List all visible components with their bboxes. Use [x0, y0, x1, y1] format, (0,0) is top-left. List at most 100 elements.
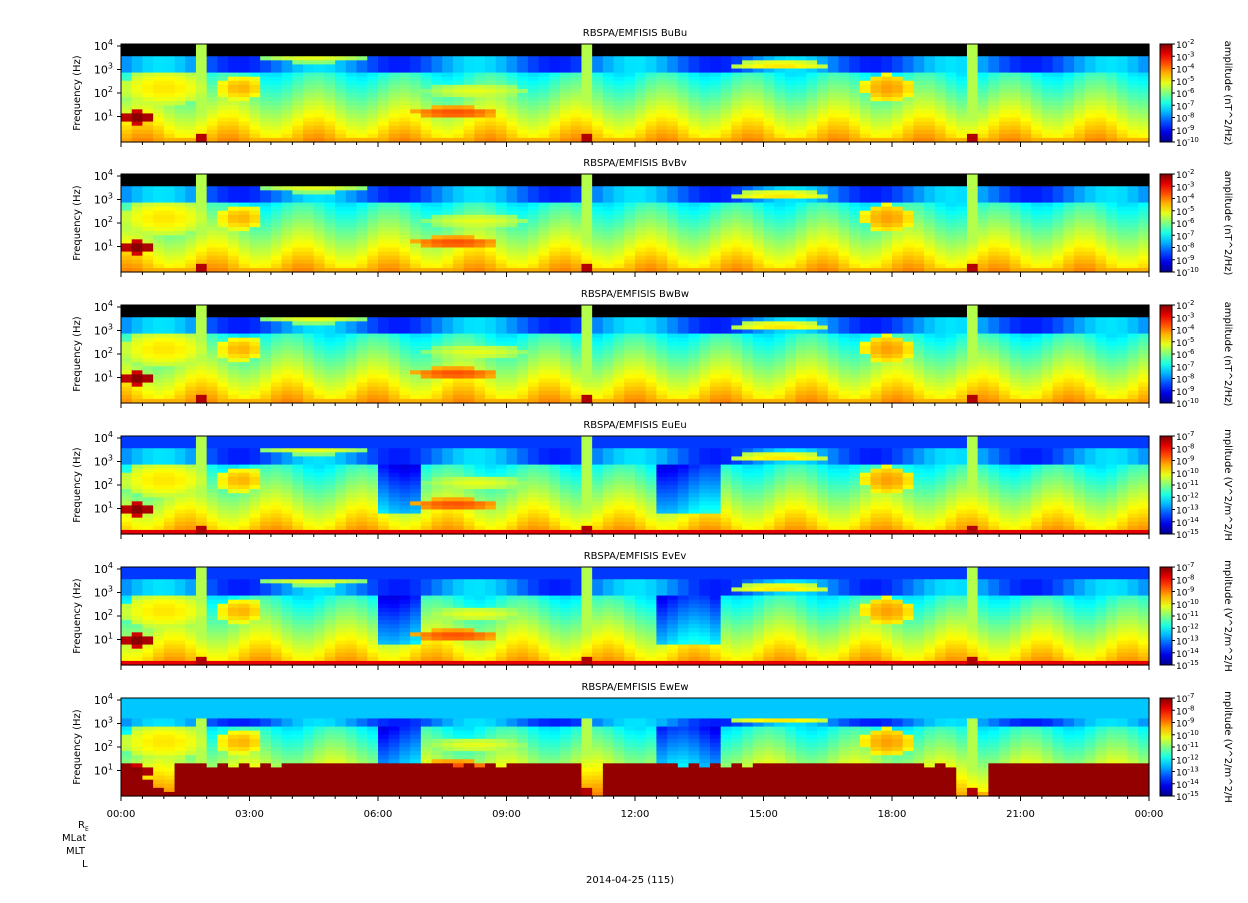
y-tick-label: 102: [94, 215, 113, 230]
colorbar-label: mplitude (V^2/m^2/H: [1222, 560, 1233, 672]
colorbar-tick-label: 10-9: [1176, 717, 1194, 730]
spectrogram-panel-3: RBSPA/EMFISIS BwBw104103102101Frequency …: [72, 289, 1233, 410]
spectrogram-image: [121, 174, 1150, 273]
colorbar-tick-label: 10-8: [1176, 573, 1194, 586]
panel-title: RBSPA/EMFISIS BvBv: [583, 158, 687, 169]
y-tick-label: 101: [94, 763, 113, 778]
y-tick-label: 102: [94, 477, 113, 492]
colorbar-label: amplitude (nT^2/Hz): [1222, 302, 1233, 407]
colorbar-tick-label: 10-8: [1176, 442, 1194, 455]
colorbar-tick-label: 10-11: [1176, 479, 1199, 492]
ephemeris-label-l: L: [82, 859, 88, 871]
colorbar-tick-label: 10-7: [1176, 99, 1194, 112]
colorbar-tick-label: 10-7: [1176, 229, 1194, 242]
y-tick-label: 104: [94, 430, 113, 445]
colorbar-tick-label: 10-3: [1176, 180, 1194, 193]
colorbar-tick-label: 10-8: [1176, 112, 1194, 125]
y-tick-label: 102: [94, 739, 113, 754]
y-tick-label: 104: [94, 692, 113, 707]
colorbar-tick-label: 10-15: [1176, 659, 1199, 672]
x-tick-label: 00:00: [107, 809, 136, 820]
y-axis-label: Frequency (Hz): [72, 55, 83, 131]
colorbar-tick-label: 10-5: [1176, 205, 1194, 218]
colorbar-tick-label: 10-7: [1176, 430, 1194, 443]
colorbar: [1160, 698, 1172, 796]
colorbar-tick-label: 10-6: [1176, 217, 1195, 230]
y-tick-label: 101: [94, 501, 113, 516]
panel-title: RBSPA/EMFISIS EuEu: [583, 420, 686, 431]
panel-title: RBSPA/EMFISIS BuBu: [583, 28, 687, 39]
colorbar-tick-label: 10-10: [1176, 266, 1199, 279]
colorbar-tick-label: 10-9: [1176, 254, 1194, 267]
spectrogram-image: [121, 44, 1150, 143]
y-tick-label: 104: [94, 38, 113, 53]
colorbar-tick-label: 10-2: [1176, 299, 1194, 312]
colorbar-tick-label: 10-10: [1176, 467, 1199, 480]
colorbar-tick-label: 10-8: [1176, 704, 1194, 717]
colorbar-tick-label: 10-2: [1176, 38, 1194, 51]
y-axis-label: Frequency (Hz): [72, 709, 83, 785]
y-tick-label: 103: [94, 454, 113, 469]
colorbar-label: mplitude (V^2/m^2/H: [1222, 691, 1233, 803]
spectrogram-panel-4: RBSPA/EMFISIS EuEu 104 103 102 101 Frequency …: [72, 420, 1233, 541]
colorbar-tick-label: 10-4: [1176, 63, 1195, 76]
colorbar-label: amplitude (nT^2/Hz): [1222, 41, 1233, 146]
y-axis-label: Frequency (Hz): [72, 316, 83, 392]
x-tick-label: 15:00: [749, 809, 778, 820]
colorbar-tick-label: 10-9: [1176, 385, 1194, 398]
colorbar-tick-label: 10-10: [1176, 598, 1199, 611]
colorbar-tick-label: 10-14: [1176, 516, 1199, 529]
spectrogram-panel-5: RBSPA/EMFISIS EvEv 104 103 102 101 Frequency …: [72, 551, 1233, 672]
colorbar: [1160, 305, 1172, 403]
colorbar: [1160, 44, 1172, 142]
x-tick-label: 03:00: [235, 809, 264, 820]
y-tick-label: 102: [94, 85, 113, 100]
y-tick-label: 102: [94, 608, 113, 623]
colorbar-tick-label: 10-4: [1176, 324, 1195, 337]
colorbar-label: amplitude (nT^2/Hz): [1222, 171, 1233, 276]
panel-title: RBSPA/EMFISIS EwEw: [581, 682, 688, 693]
spectrogram-image: [121, 567, 1150, 666]
y-tick-label: 103: [94, 323, 113, 338]
colorbar: [1160, 567, 1172, 665]
colorbar-tick-label: 10-9: [1176, 455, 1194, 468]
colorbar-tick-label: 10-10: [1176, 729, 1199, 742]
ephemeris-label-mlt: MLT: [66, 846, 85, 858]
colorbar-tick-label: 10-6: [1176, 87, 1195, 100]
y-tick-label: 101: [94, 109, 113, 124]
colorbar-tick-label: 10-9: [1176, 586, 1194, 599]
colorbar-tick-label: 10-7: [1176, 692, 1194, 705]
y-tick-label: 103: [94, 192, 113, 207]
colorbar-tick-label: 10-6: [1176, 348, 1195, 361]
spectrogram-panel-1: RBSPA/EMFISIS BuBu 104 103 102 101 Frequency …: [72, 28, 1233, 149]
y-tick-label: 104: [94, 561, 113, 576]
y-axis-label: Frequency (Hz): [72, 185, 83, 261]
colorbar-tick-label: 10-5: [1176, 336, 1194, 349]
colorbar-tick-label: 10-10: [1176, 397, 1199, 410]
colorbar-tick-label: 10-14: [1176, 647, 1199, 660]
colorbar-tick-label: 10-13: [1176, 635, 1199, 648]
colorbar-tick-label: 10-12: [1176, 491, 1199, 504]
colorbar: [1160, 174, 1172, 272]
panel-title: RBSPA/EMFISIS BwBw: [581, 289, 689, 300]
y-axis-label: Frequency (Hz): [72, 447, 83, 523]
y-tick-label: 101: [94, 370, 113, 385]
y-tick-label: 101: [94, 632, 113, 647]
colorbar-tick-label: 10-15: [1176, 528, 1199, 541]
colorbar-tick-label: 10-7: [1176, 360, 1194, 373]
colorbar-tick-label: 10-13: [1176, 504, 1199, 517]
colorbar-tick-label: 10-5: [1176, 75, 1194, 88]
y-axis-label: Frequency (Hz): [72, 578, 83, 654]
y-tick-label: 104: [94, 168, 113, 183]
colorbar-tick-label: 10-9: [1176, 124, 1194, 137]
y-tick-label: 103: [94, 585, 113, 600]
colorbar-tick-label: 10-12: [1176, 753, 1199, 766]
x-tick-label: 09:00: [492, 809, 521, 820]
y-tick-label: 103: [94, 62, 113, 77]
colorbar-tick-label: 10-12: [1176, 622, 1199, 635]
colorbar-tick-label: 10-11: [1176, 610, 1199, 623]
panel-title: RBSPA/EMFISIS EvEv: [584, 551, 687, 562]
colorbar-tick-label: 10-4: [1176, 193, 1195, 206]
